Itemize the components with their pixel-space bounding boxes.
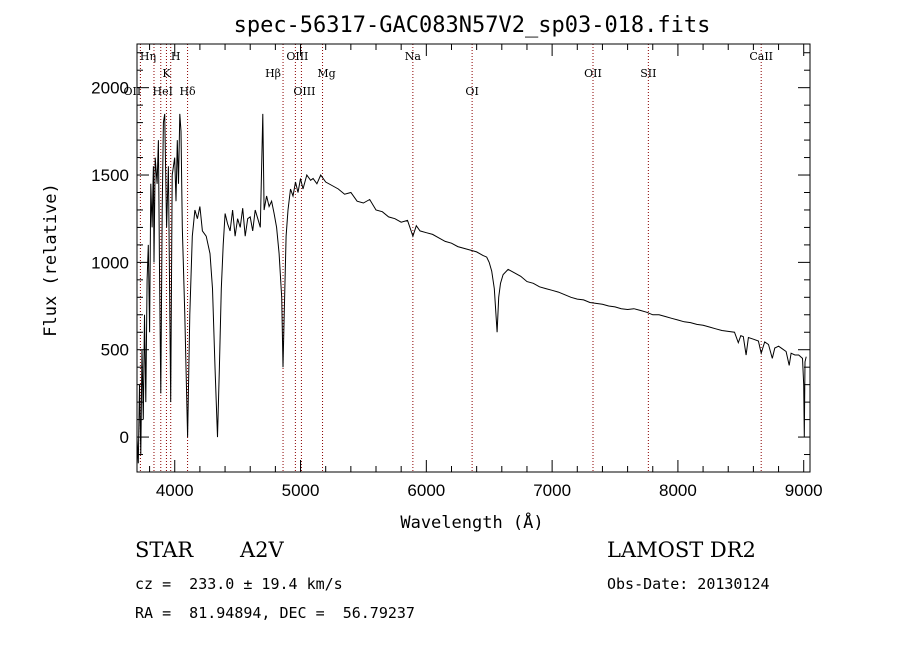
- axis-ticks: [137, 44, 810, 472]
- survey-name: LAMOST DR2: [607, 538, 756, 562]
- object-subclass: A2V: [240, 538, 284, 562]
- spectral-line-label: OI: [465, 85, 478, 98]
- y-tick-label: 1000: [91, 253, 129, 272]
- y-tick-label: 0: [120, 428, 129, 447]
- spectral-line-label: Na: [405, 50, 422, 63]
- spectral-line-label: CaII: [749, 50, 773, 63]
- spectrum-line: [136, 113, 807, 464]
- spectral-line-markers: [139, 44, 762, 472]
- spectral-line-label: Hβ: [265, 67, 281, 80]
- chart-title: spec-56317-GAC083N57V2_sp03-018.fits: [234, 13, 711, 38]
- spectral-line-label: OIII: [293, 85, 315, 98]
- spectral-line-label: HeI: [153, 85, 173, 98]
- spectral-line-label: SII: [640, 67, 656, 80]
- spectral-line-label: OIII: [286, 50, 308, 63]
- x-tick-label: 6000: [407, 481, 445, 500]
- y-tick-label: 1500: [91, 166, 129, 185]
- coordinates: RA = 81.94894, DEC = 56.79237: [135, 604, 415, 622]
- redshift-value: cz = 233.0 ± 19.4 km/s: [135, 575, 343, 593]
- spectral-line-label: H: [171, 50, 181, 63]
- y-tick-label: 500: [101, 341, 129, 360]
- object-type: STAR: [135, 538, 194, 562]
- spectral-line-label: Hδ: [179, 85, 196, 98]
- x-tick-label: 7000: [533, 481, 571, 500]
- spectral-line-label: K: [162, 67, 171, 80]
- x-tick-label: 5000: [282, 481, 320, 500]
- y-tick-label: 2000: [91, 79, 129, 98]
- x-tick-label: 4000: [156, 481, 194, 500]
- spectral-line-label: OII: [584, 67, 602, 80]
- x-axis-label: Wavelength (Å): [400, 511, 543, 533]
- spectral-line-label: Hη: [140, 50, 156, 63]
- x-tick-label: 8000: [659, 481, 697, 500]
- observation-date: Obs-Date: 20130124: [607, 575, 770, 593]
- plot-frame: [136, 43, 811, 473]
- axis-tick-labels: 4000 5000 6000 7000 8000 9000 0 500 1000 1500 2000: [91, 79, 822, 500]
- y-axis-label: Flux (relative): [41, 183, 61, 337]
- spectral-line-label: Mg: [317, 67, 335, 80]
- x-tick-label: 9000: [785, 481, 823, 500]
